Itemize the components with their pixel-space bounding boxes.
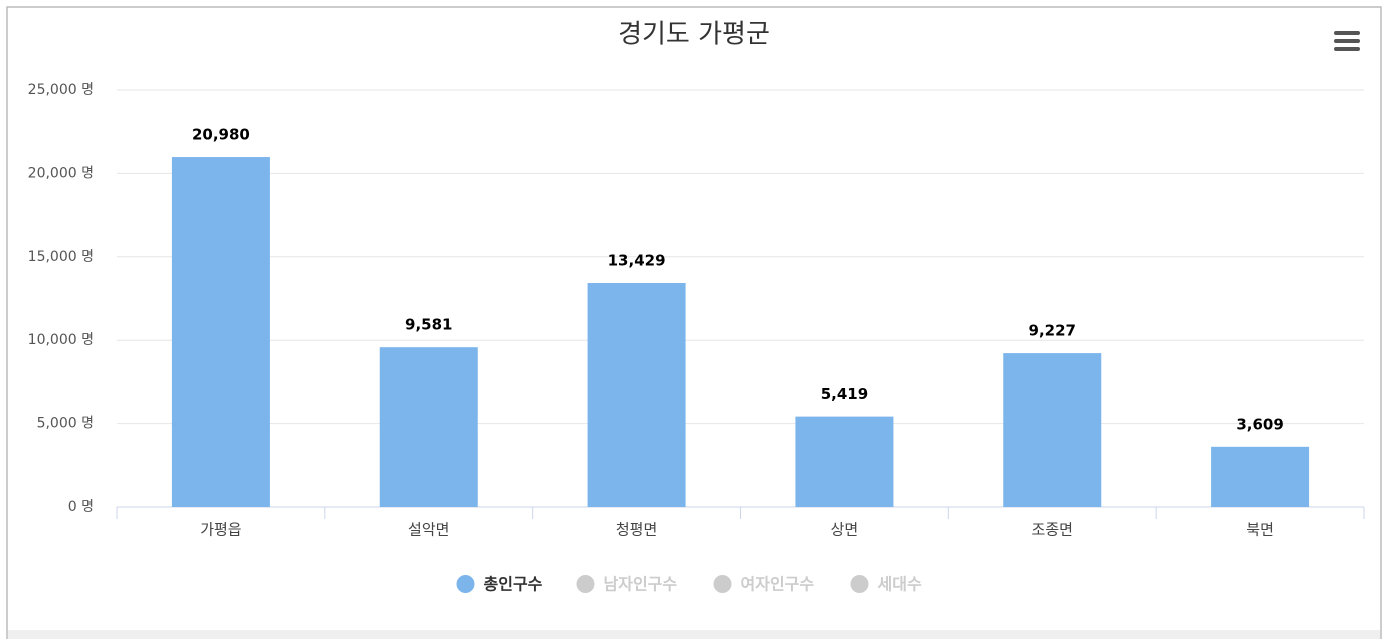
data-label: 20,980 [192,126,250,144]
menu-bar[interactable] [1334,31,1360,35]
bar [587,283,686,507]
menu-bar[interactable] [1334,39,1360,43]
legend-label[interactable]: 총인구수 [484,575,543,594]
y-tick-label: 10,000 명 [28,332,94,348]
frame [6,6,1382,643]
x-tick-label: 설악면 [408,521,449,539]
bottom-strip [8,630,1380,639]
legend-marker[interactable] [713,575,732,593]
bar [379,347,478,507]
legend-marker[interactable] [456,575,475,593]
data-label: 5,419 [821,385,868,403]
x-tick-label: 북면 [1246,521,1274,539]
y-tick-label: 0 명 [68,499,94,515]
x-tick-label: 청평면 [616,521,657,539]
menu-button[interactable] [1334,31,1360,51]
x-tick-label: 상면 [831,521,859,539]
data-label: 3,609 [1236,415,1283,433]
y-tick-label: 20,000 명 [28,165,94,181]
data-label: 13,429 [608,252,666,270]
legend-label[interactable]: 여자인구수 [741,575,815,594]
bar [795,416,894,507]
data-label: 9,581 [405,316,452,334]
bar [1211,446,1310,507]
legend-marker[interactable] [850,575,869,593]
legend-marker[interactable] [576,575,595,593]
y-tick-label: 25,000 명 [28,82,94,98]
legend-label[interactable]: 남자인구수 [604,575,678,594]
menu-bar[interactable] [1334,47,1360,51]
y-tick-label: 5,000 명 [37,416,94,432]
x-tick-label: 조종면 [1032,521,1073,539]
chart-title: 경기도 가평군 [618,20,770,50]
legend-label[interactable]: 세대수 [878,575,922,594]
data-label: 9,227 [1029,322,1076,340]
bar [1003,353,1102,507]
bar [171,157,270,508]
y-tick-label: 15,000 명 [28,249,94,265]
x-tick-label: 가평읍 [200,521,241,539]
